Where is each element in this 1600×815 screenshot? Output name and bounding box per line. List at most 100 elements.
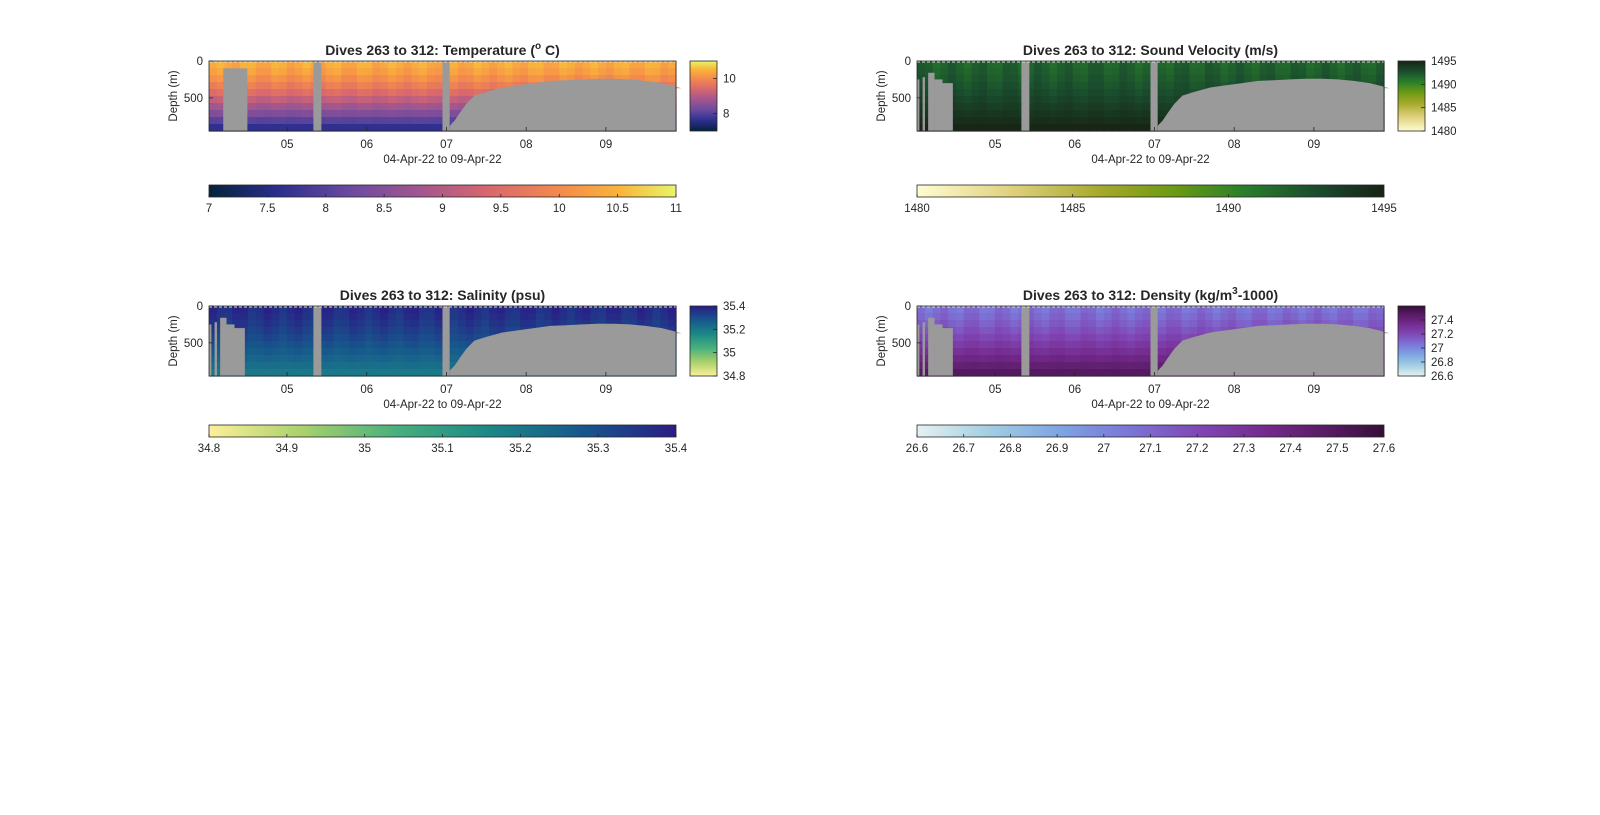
data-cell [341,82,350,90]
data-cell [652,61,661,69]
data-cell [411,82,420,90]
data-cell [325,89,335,97]
x-tick-label: 08 [1228,139,1241,151]
data-cell [1251,61,1261,69]
data-cell [590,68,599,76]
data-cell [1134,327,1144,335]
side-colorbar-label: 27.2 [1431,329,1453,341]
data-cell [598,61,607,69]
data-cell [668,68,677,76]
data-cell [963,124,973,132]
data-cell [1267,320,1276,328]
data-cell [1329,320,1338,328]
data-cell [302,369,311,377]
data-cell [994,306,1004,314]
data-cell [403,355,412,363]
data-cell [1103,75,1113,83]
data-cell [426,96,436,104]
data-cell [271,341,280,349]
data-cell [1220,68,1229,76]
data-cell [535,61,545,69]
data-cell [286,320,296,328]
data-cell [1033,110,1043,118]
data-cell [1103,103,1113,111]
data-cell [1072,68,1082,76]
data-cell [971,82,980,90]
data-cell [294,61,303,69]
side-colorbar [689,60,718,132]
data-cell [349,82,358,90]
data-cell [606,61,615,69]
data-cell [1002,334,1011,342]
x-tick-label: 06 [1068,139,1081,151]
data-cell [613,306,623,314]
land-block [922,322,925,376]
data-cell [1119,306,1128,314]
data-cell [247,124,257,132]
data-cell [971,61,980,69]
data-cell [255,75,265,83]
data-cell [1057,117,1066,125]
data-cell [419,320,428,328]
data-cell [1072,362,1082,370]
data-cell [489,75,498,83]
data-cell [318,369,327,377]
data-cell [994,96,1004,104]
data-cell [1127,103,1136,111]
shallow-region [1157,78,1390,131]
data-cell [1282,68,1292,76]
data-cell [987,369,996,377]
data-cell [1142,117,1152,125]
data-cell [372,75,381,83]
data-cell [341,68,350,76]
data-cell [247,362,257,370]
data-cell [528,75,537,83]
horizontal-colorbar-label: 1490 [1216,203,1242,215]
data-cell [1064,82,1074,90]
data-cell [598,306,607,314]
data-cell [1010,82,1019,90]
data-cell [325,306,335,314]
data-cell [364,313,374,321]
data-cell [1041,348,1050,356]
data-cell [1119,348,1128,356]
x-tick-label: 06 [360,139,373,151]
data-cell [395,306,405,314]
data-cell [247,103,257,111]
data-gap [1021,306,1030,376]
data-cell [1057,75,1066,83]
data-cell [932,320,941,328]
y-tick-label: 500 [184,338,203,350]
data-cell [247,306,257,314]
data-cell [216,306,226,314]
data-cell [247,96,257,104]
horizontal-colorbar [916,184,1385,198]
horizontal-colorbar-label: 27.4 [1279,443,1302,455]
data-cell [372,96,381,104]
chart-panel-1: Dives 263 to 312: Temperature (o C)0500D… [168,41,736,215]
data-cell [1111,320,1120,328]
data-cell [458,82,467,90]
data-cell [216,89,226,97]
shallow-region [1157,323,1390,376]
data-cell [1057,68,1066,76]
data-cell [403,362,412,370]
data-cell [419,103,428,111]
data-cell [240,313,249,321]
data-cell [395,341,405,349]
data-cell [255,327,265,335]
data-cell [395,117,405,125]
data-cell [364,306,374,314]
data-cell [255,110,265,118]
horizontal-colorbar-label: 10 [553,203,566,215]
data-cell [1041,61,1050,69]
data-cell [450,103,459,111]
x-tick-label: 06 [1068,384,1081,396]
data-cell [1243,313,1253,321]
data-cell [917,348,926,356]
data-cell [263,124,272,132]
data-cell [341,320,350,328]
data-cell [955,103,965,111]
data-cell [1096,61,1105,69]
data-cell [1158,61,1167,69]
